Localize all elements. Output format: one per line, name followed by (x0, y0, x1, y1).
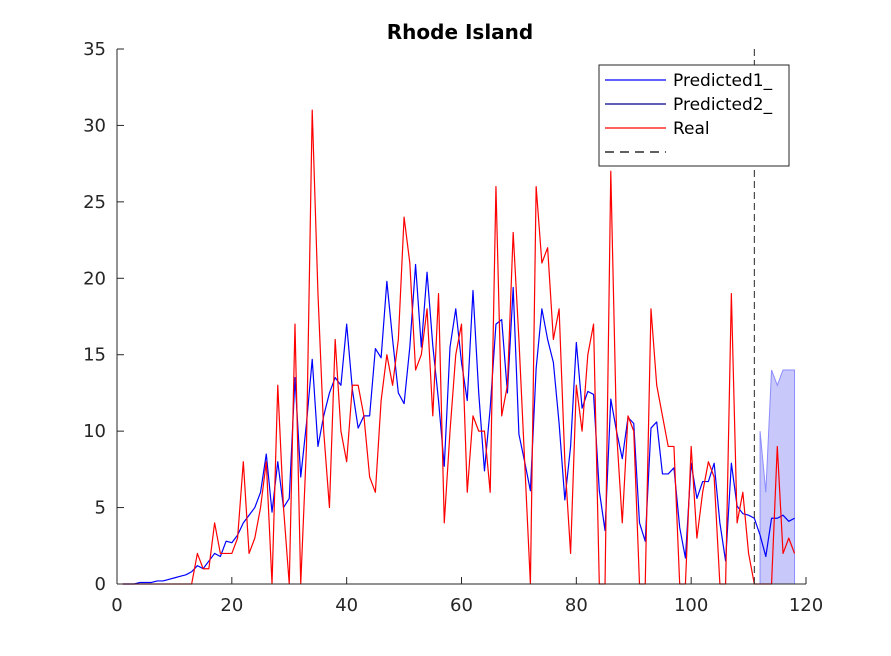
y-tick-label: 15 (83, 345, 106, 366)
x-tick-label: 0 (111, 595, 122, 616)
x-tick-label: 40 (335, 595, 358, 616)
y-tick-label: 20 (83, 268, 106, 289)
x-tick-label: 120 (789, 595, 823, 616)
chart-title: Rhode Island (387, 20, 533, 44)
x-tick-label: 20 (220, 595, 243, 616)
y-tick-label: 10 (83, 421, 106, 442)
y-tick-label: 0 (95, 574, 106, 595)
legend-label: Predicted2_ (673, 95, 773, 115)
series-line-predicted1 (122, 263, 795, 585)
y-tick-label: 30 (83, 115, 106, 136)
legend-label: Predicted1_ (673, 71, 773, 91)
x-tick-label: 100 (674, 595, 708, 616)
y-tick-label: 5 (95, 498, 106, 519)
y-tick-label: 25 (83, 192, 106, 213)
x-tick-label: 80 (565, 595, 588, 616)
legend-box (598, 64, 790, 167)
x-tick-label: 60 (450, 595, 473, 616)
legend-label: Real (673, 119, 710, 139)
legend: Predicted1_ Predicted2_ Real (598, 64, 790, 167)
axes: 0 20 40 60 80 100 120 0 5 10 15 20 25 30 35 (83, 39, 823, 616)
y-tick-label: 35 (83, 39, 106, 60)
